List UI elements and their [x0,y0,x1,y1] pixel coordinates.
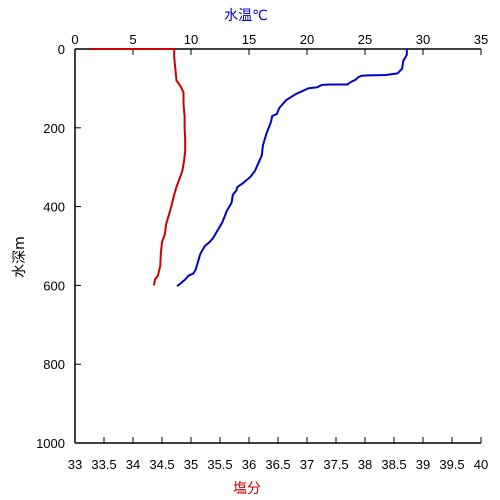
bottom-tick-label: 37 [300,457,314,472]
salinity-profile-line [89,48,187,286]
bottom-tick-label: 36.5 [265,457,290,472]
y-tick-label: 600 [43,278,65,293]
bottom-tick-label: 36 [242,457,256,472]
bottom-tick-label: 38.5 [381,457,406,472]
y-tick-label: 0 [58,42,65,57]
bottom-tick-label: 39.5 [439,457,464,472]
bottom-tick-label: 38 [358,457,372,472]
series-group [89,48,408,287]
bottom-tick-label: 34 [126,457,140,472]
left-axis-title: 水深m [12,236,28,278]
bottom-tick-label: 33 [68,457,82,472]
top-tick-label: 5 [129,32,136,47]
bottom-tick-label: 35 [184,457,198,472]
y-tick-label: 800 [43,357,65,372]
bottom-axis-title: 塩分 [233,481,261,497]
top-tick-label: 30 [416,32,430,47]
bottom-tick-label: 37.5 [323,457,348,472]
labels-group: 水温℃ 塩分 水深m 0 200 400 600 800 1000 0 5 10 15 20 25 30… [12,8,488,497]
bottom-tick-label: 33.5 [91,457,116,472]
bottom-tick-label: 35.5 [207,457,232,472]
top-axis-title: 水温℃ [224,8,268,24]
bottom-tick-label: 40 [474,457,488,472]
y-tick-label: 400 [43,200,65,215]
y-tick-label: 1000 [36,436,65,451]
top-tick-label: 15 [242,32,256,47]
temperature-profile-line [176,49,408,287]
top-tick-label: 25 [358,32,372,47]
top-tick-label: 35 [474,32,488,47]
axes-group [74,48,482,444]
top-tick-label: 20 [300,32,314,47]
bottom-tick-label: 34.5 [149,457,174,472]
top-tick-label: 0 [71,32,78,47]
top-tick-label: 10 [184,32,198,47]
bottom-tick-label: 39 [416,457,430,472]
y-tick-label: 200 [43,121,65,136]
